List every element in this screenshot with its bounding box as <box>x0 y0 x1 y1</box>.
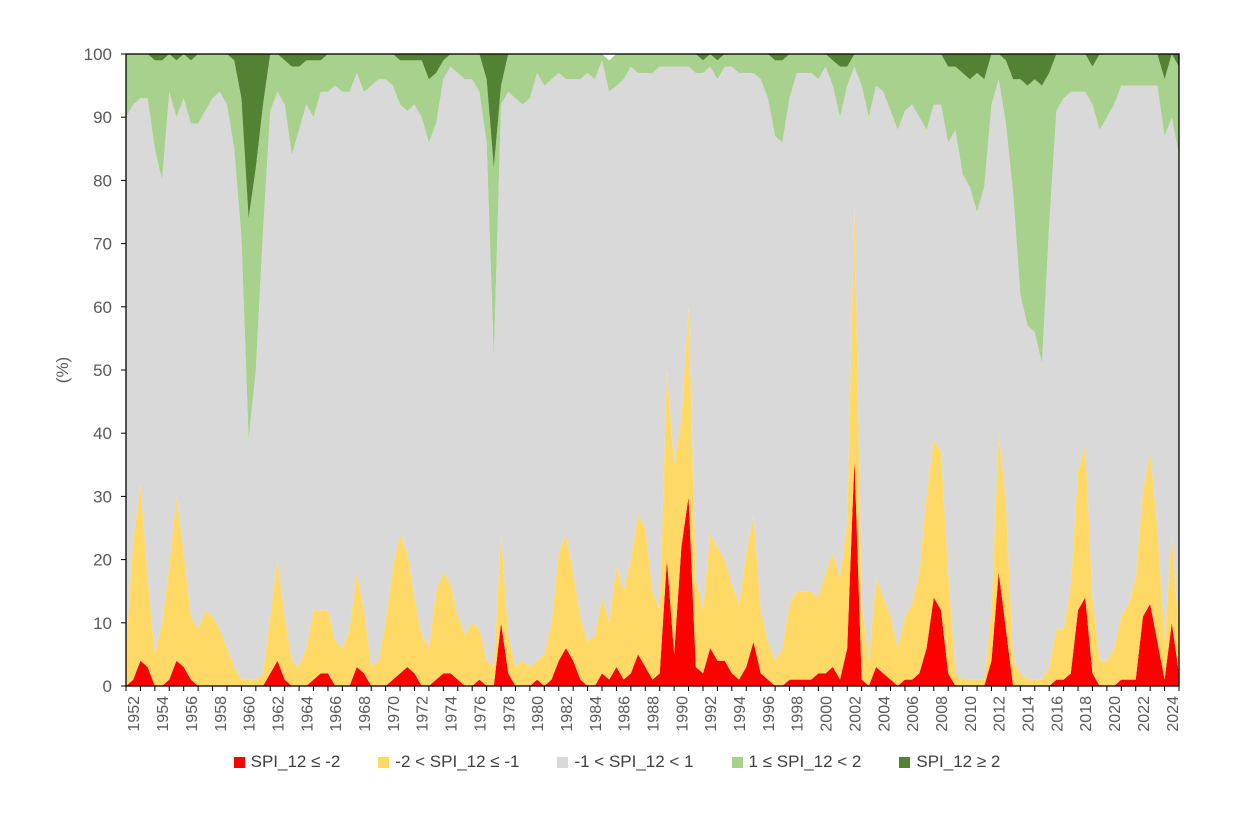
x-tick-label: 1962 <box>270 696 287 732</box>
x-tick-label: 1988 <box>646 696 663 732</box>
area-series-2 <box>126 60 1179 680</box>
y-tick-label: 100 <box>84 45 112 64</box>
legend-swatch <box>557 756 569 768</box>
x-tick-label: 2010 <box>963 696 980 732</box>
legend-swatch <box>378 756 390 768</box>
legend-swatch <box>899 756 911 768</box>
x-tick-label: 1994 <box>732 696 749 732</box>
x-tick-label: 2004 <box>876 696 893 732</box>
x-tick-label: 1964 <box>299 696 316 732</box>
legend-label: SPI_12 ≤ -2 <box>250 752 341 771</box>
x-tick-label: 1968 <box>357 696 374 732</box>
plot-area <box>126 54 1179 686</box>
legend-swatch <box>233 756 245 768</box>
legend-swatch <box>731 756 743 768</box>
x-tick-label: 2024 <box>1165 696 1182 732</box>
x-tick-label: 1978 <box>501 696 518 732</box>
x-tick-label: 2016 <box>1049 696 1066 732</box>
x-tick-label: 2012 <box>992 696 1009 732</box>
legend-item: -1 < SPI_12 < 1 <box>557 752 694 772</box>
x-tick-label: 1952 <box>126 696 143 732</box>
x-tick-label: 1990 <box>674 696 691 732</box>
x-tick-label: 1986 <box>617 696 634 732</box>
x-tick-label: 1996 <box>761 696 778 732</box>
area-series-1 <box>126 205 1179 686</box>
x-tick-label: 2022 <box>1136 696 1153 732</box>
area-series-3 <box>126 54 1179 440</box>
legend-item: SPI_12 ≥ 2 <box>899 752 1000 772</box>
axes: 0 10 20 30 40 50 60 70 80 90 100 1952 1954 1956 1958 19… <box>84 45 1182 732</box>
x-tick-label: 2014 <box>1021 696 1038 732</box>
x-tick-label: 1976 <box>472 696 489 732</box>
y-tick-label: 60 <box>93 298 112 317</box>
legend-label: 1 ≤ SPI_12 < 2 <box>748 752 862 771</box>
x-tick-label: 2000 <box>819 696 836 732</box>
x-tick-label: 1980 <box>530 696 547 732</box>
x-tick-label: 2020 <box>1107 696 1124 732</box>
y-tick-label: 90 <box>93 108 112 127</box>
legend-label: -2 < SPI_12 ≤ -1 <box>395 752 520 771</box>
x-tick-label: 1960 <box>242 696 259 732</box>
x-tick-label: 2006 <box>905 696 922 732</box>
legend-label: SPI_12 ≥ 2 <box>916 752 1001 771</box>
x-tick-label: 1970 <box>386 696 403 732</box>
y-tick-label: 80 <box>93 171 112 190</box>
x-tick-label: 1984 <box>588 696 605 732</box>
legend-label: -1 < SPI_12 < 1 <box>574 752 694 771</box>
x-tick-label: 1992 <box>703 696 720 732</box>
y-tick-label: 40 <box>93 424 112 443</box>
y-tick-label: 20 <box>93 551 112 570</box>
x-tick-label: 2008 <box>934 696 951 732</box>
x-tick-label: 1958 <box>213 696 230 732</box>
x-tick-label: 1972 <box>415 696 432 732</box>
x-tick-label: 1956 <box>184 696 201 732</box>
legend-item: 1 ≤ SPI_12 < 2 <box>731 752 862 772</box>
legend: SPI_12 ≤ -2 -2 < SPI_12 ≤ -1 -1 < SPI_12 <… <box>0 752 1234 772</box>
y-tick-label: 30 <box>93 487 112 506</box>
y-axis-label: (%) <box>53 357 72 383</box>
x-tick-label: 2018 <box>1078 696 1095 732</box>
y-tick-label: 10 <box>93 614 112 633</box>
y-tick-label: 50 <box>93 361 112 380</box>
x-tick-label: 2002 <box>847 696 864 732</box>
legend-item: SPI_12 ≤ -2 <box>233 752 341 772</box>
y-tick-label: 70 <box>93 235 112 254</box>
x-tick-label: 1954 <box>155 696 172 732</box>
y-tick-label: 0 <box>103 677 112 696</box>
legend-item: -2 < SPI_12 ≤ -1 <box>378 752 519 772</box>
x-tick-label: 1974 <box>444 696 461 732</box>
x-tick-label: 1982 <box>559 696 576 732</box>
x-tick-label: 1998 <box>790 696 807 732</box>
x-tick-label: 1966 <box>328 696 345 732</box>
area-series-0 <box>126 458 1179 686</box>
